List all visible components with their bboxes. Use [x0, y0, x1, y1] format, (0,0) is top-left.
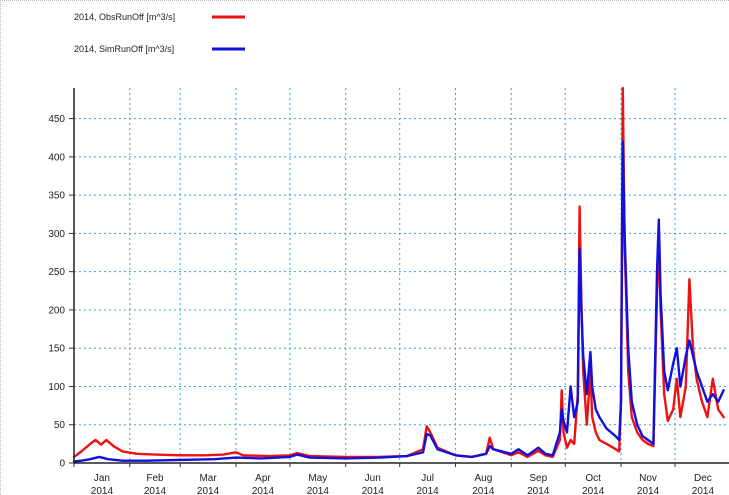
y-tick-label: 450 — [48, 114, 65, 125]
x-tick-month: Jan — [94, 473, 110, 484]
x-tick-year: 2014 — [362, 486, 385, 495]
x-tick-year: 2014 — [91, 486, 114, 495]
x-tick-month: Dec — [694, 473, 712, 484]
x-tick-month: Aug — [474, 473, 492, 484]
x-tick-month: Jun — [365, 473, 381, 484]
x-tick-year: 2014 — [637, 486, 660, 495]
y-tick-label: 300 — [48, 229, 65, 240]
x-tick: Jun 2014 — [345, 463, 385, 495]
y-tick-label: 400 — [48, 152, 65, 163]
axes — [73, 88, 729, 464]
x-tick-year: 2014 — [692, 486, 715, 495]
x-tick-year: 2014 — [582, 486, 605, 495]
x-tick-month: May — [308, 473, 327, 484]
x-tick-year: 2014 — [144, 486, 167, 495]
legend-label-sim: 2014, SimRunOff [m^3/s] — [74, 44, 174, 54]
x-tick: Feb 2014 — [129, 463, 167, 495]
legend-entry-obs: 2014, ObsRunOff [m^3/s] — [74, 12, 245, 22]
series-layer — [72, 86, 725, 463]
y-tick-label: 50 — [54, 420, 66, 431]
x-tick-year: 2014 — [416, 486, 439, 495]
x-tick-month: Feb — [146, 473, 164, 484]
y-tick-label: 250 — [48, 267, 65, 278]
series-line-sim — [72, 140, 725, 463]
x-tick: Aug 2014 — [454, 463, 495, 495]
x-tick-month: Jul — [421, 473, 434, 484]
x-tick: Apr 2014 — [235, 463, 275, 495]
y-axis-ticks: 0 50 100 150 200 250 300 350 400 450 — [48, 114, 74, 470]
legend-label-obs: 2014, ObsRunOff [m^3/s] — [74, 12, 175, 22]
x-tick-month: Nov — [639, 473, 657, 484]
x-tick-year: 2014 — [197, 486, 220, 495]
x-tick: Jan 2014 — [73, 463, 114, 495]
x-tick: Dec 2014 — [674, 463, 715, 495]
x-tick: Nov 2014 — [620, 463, 660, 495]
legend: 2014, ObsRunOff [m^3/s] 2014, SimRunOff … — [74, 12, 245, 54]
x-tick-year: 2014 — [527, 486, 550, 495]
x-tick-month: Sep — [529, 473, 547, 484]
x-tick: May 2014 — [289, 463, 330, 495]
x-tick-year: 2014 — [307, 486, 330, 495]
x-tick: Mar 2014 — [179, 463, 220, 495]
x-tick-year: 2014 — [472, 486, 495, 495]
x-tick: Jul 2014 — [399, 463, 439, 495]
x-tick-year: 2014 — [252, 486, 275, 495]
y-tick-label: 350 — [48, 191, 65, 202]
x-tick-month: Mar — [199, 473, 217, 484]
x-tick-month: Apr — [255, 473, 271, 484]
x-tick: Sep 2014 — [510, 463, 550, 495]
x-axis-ticks: Jan 2014 Feb 2014 Mar 2014 Apr 2014 May 2014 Jun 20… — [73, 463, 715, 495]
y-tick-label: 150 — [48, 344, 65, 355]
x-tick-month: Oct — [585, 473, 601, 484]
y-tick-label: 200 — [48, 305, 65, 316]
x-tick: Oct 2014 — [564, 463, 605, 495]
y-tick-label: 0 — [59, 459, 65, 470]
y-tick-label: 100 — [48, 382, 65, 393]
legend-entry-sim: 2014, SimRunOff [m^3/s] — [74, 44, 245, 54]
